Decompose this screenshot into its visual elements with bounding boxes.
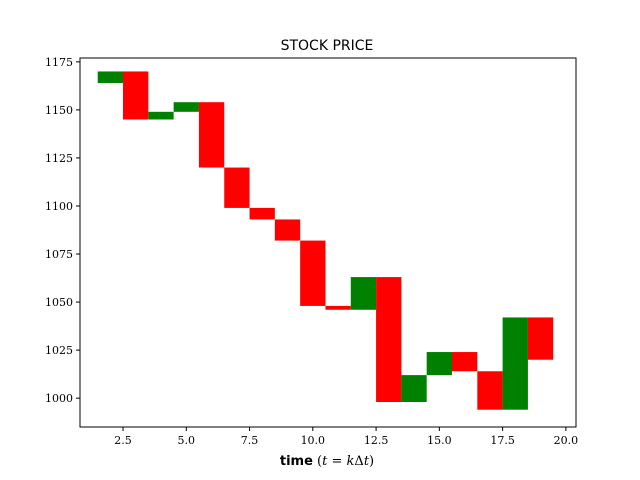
x-tick-label: 12.5 — [364, 434, 389, 447]
candle-bar-down — [452, 352, 478, 372]
x-tick-label: 2.5 — [114, 434, 132, 447]
candle-bar-down — [249, 207, 275, 220]
chart-title: STOCK PRICE — [281, 38, 374, 54]
candle-bar-down — [376, 277, 402, 403]
candle-bar-up — [97, 71, 124, 83]
candle-bar-down — [224, 167, 250, 208]
candle-bar-down — [274, 219, 301, 241]
candle-bar-up — [401, 375, 427, 403]
x-axis-label-eq: = — [327, 454, 346, 469]
x-tick-label: 20.0 — [554, 434, 579, 447]
candle-bar-up — [148, 111, 174, 120]
candle-bar-up — [426, 352, 452, 376]
y-tick-label: 1100 — [45, 200, 73, 213]
x-tick-label: 15.0 — [427, 434, 452, 447]
y-tick-label: 1075 — [45, 248, 73, 261]
x-axis-label-close: ) — [369, 454, 374, 469]
candle-bar-down — [123, 71, 149, 120]
y-tick-label: 1175 — [45, 56, 73, 69]
x-axis-label: time (t = kΔt) — [280, 454, 374, 469]
y-tick-label: 1125 — [45, 152, 73, 165]
candle-bar-up — [350, 277, 377, 310]
x-axis: 2.5 5.0 7.5 10.0 12.5 15.0 17.5 20.0 — [114, 427, 578, 447]
candle-bar-down — [527, 317, 554, 360]
x-axis-label-var-k: k — [347, 454, 355, 469]
x-tick-label: 10.0 — [301, 434, 326, 447]
x-tick-label: 5.0 — [178, 434, 196, 447]
y-tick-label: 1050 — [45, 296, 73, 309]
y-axis: 1000 1025 1050 1075 1100 1125 1150 1175 — [45, 56, 80, 405]
x-tick-label: 17.5 — [490, 434, 515, 447]
candle-bar-down — [300, 240, 326, 306]
y-tick-label: 1150 — [45, 104, 73, 117]
x-axis-label-open: ( — [313, 454, 322, 469]
x-tick-label: 7.5 — [241, 434, 259, 447]
candle-bars — [97, 71, 554, 410]
x-axis-label-var-t: t — [322, 454, 328, 469]
candle-bar-down — [477, 371, 503, 410]
x-axis-label-var-t2: t — [364, 454, 370, 469]
y-tick-label: 1000 — [45, 392, 73, 405]
candle-bar-down — [198, 102, 225, 168]
candle-bar-up — [173, 102, 199, 112]
candle-bar-up — [502, 317, 528, 410]
candle-bar-down — [325, 305, 351, 310]
plot-frame — [79, 57, 577, 428]
y-tick-label: 1025 — [45, 344, 73, 357]
x-axis-label-word: time — [280, 454, 313, 469]
x-axis-label-delta: Δ — [354, 454, 363, 469]
